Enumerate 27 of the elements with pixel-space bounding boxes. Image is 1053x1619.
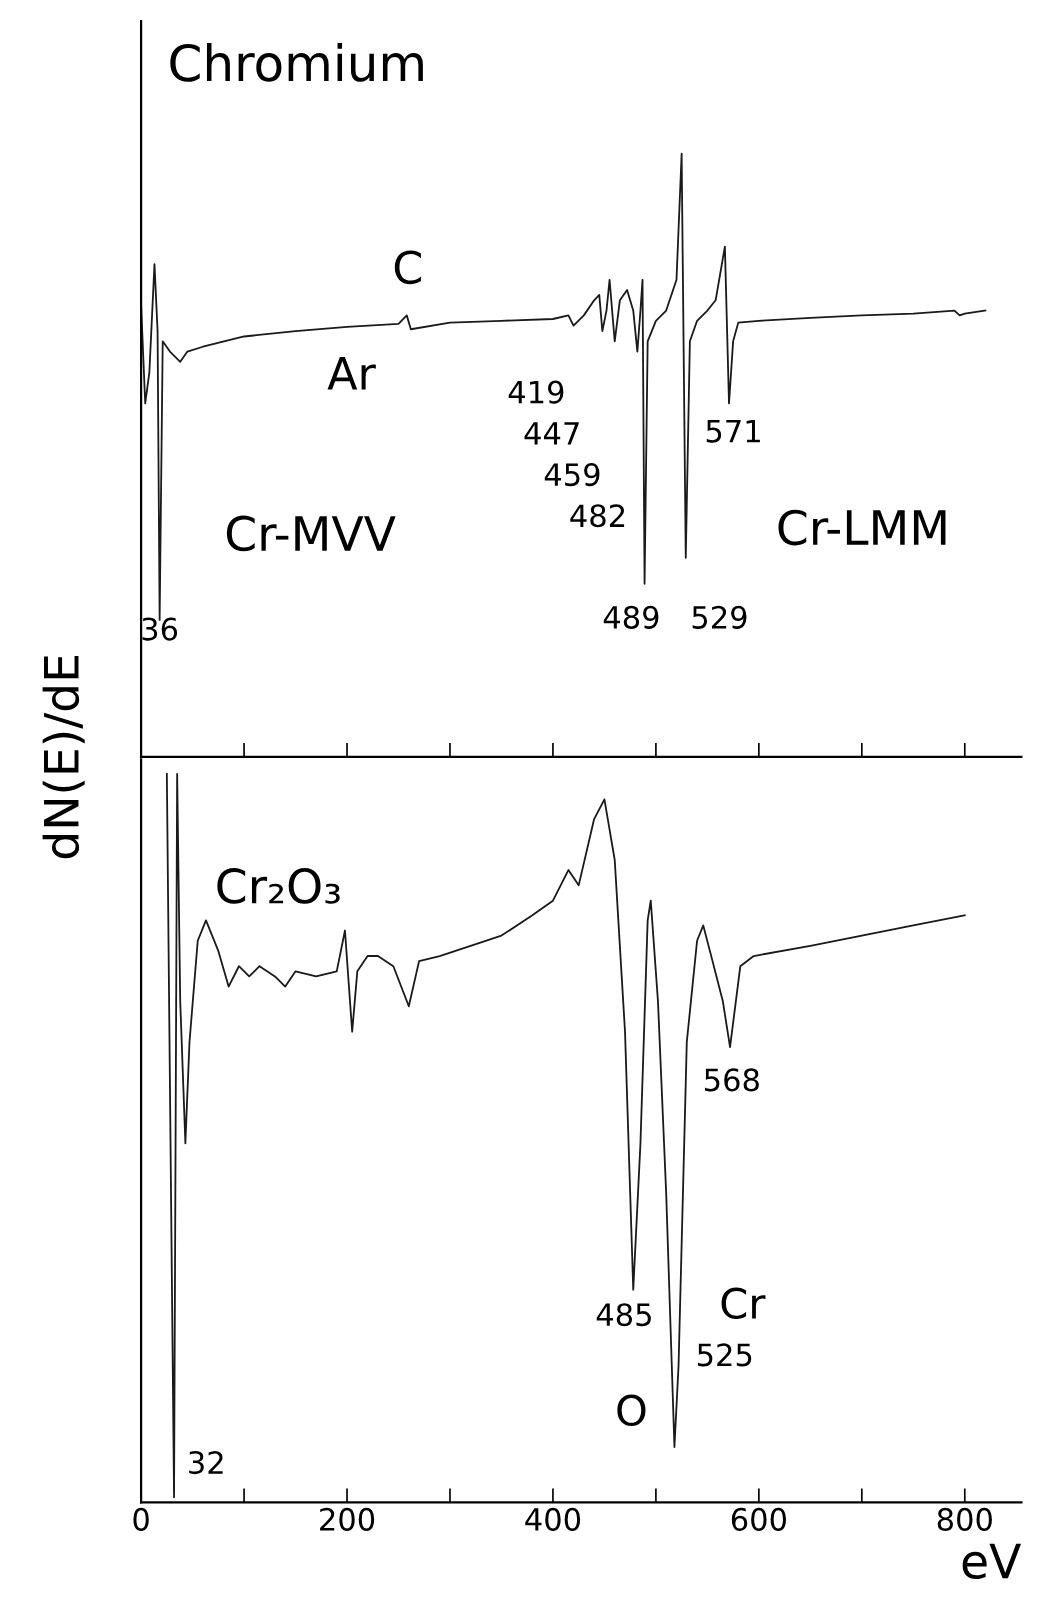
y-axis-title: dN(E)/dE	[42, 656, 85, 859]
annotation: 482	[570, 504, 625, 528]
annotation: Cr-LMM	[778, 509, 946, 546]
annotation: 36	[142, 617, 178, 641]
annotation: Cr-MVV	[226, 515, 396, 552]
annotation: 568	[704, 1068, 759, 1092]
annotation: 32	[189, 1451, 223, 1475]
x-axis-title: eV	[962, 1543, 1022, 1579]
annotation: 489	[603, 605, 659, 629]
annotation: 529	[692, 605, 747, 629]
x-tick-label: 200	[320, 1507, 375, 1531]
x-tick-label: 0	[133, 1507, 149, 1531]
annotation: 485	[596, 1303, 651, 1327]
annotation: 447	[524, 422, 579, 445]
annotation: C	[394, 250, 421, 285]
chart-title: Chromium	[170, 43, 423, 82]
annotation: 525	[697, 1343, 752, 1367]
annotation: 459	[544, 463, 600, 487]
annotation: Ar	[327, 357, 376, 390]
annotation: O	[617, 1394, 646, 1427]
x-tick-label: 600	[731, 1507, 786, 1531]
annotation: Cr₂O₃	[217, 868, 340, 904]
annotation: Cr	[721, 1287, 766, 1320]
annotation: 571	[706, 420, 760, 443]
x-tick-label: 800	[937, 1507, 992, 1531]
x-tick-label: 400	[525, 1507, 581, 1531]
annotation: 419	[508, 380, 564, 404]
